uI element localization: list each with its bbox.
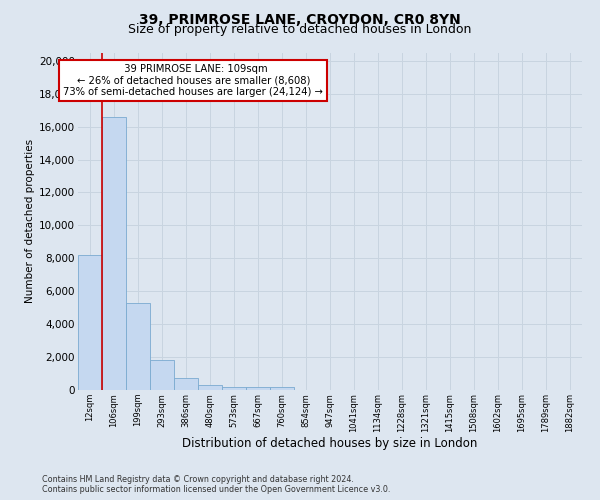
Y-axis label: Number of detached properties: Number of detached properties bbox=[25, 139, 35, 304]
Bar bbox=[270, 388, 294, 390]
Text: Contains HM Land Registry data © Crown copyright and database right 2024.
Contai: Contains HM Land Registry data © Crown c… bbox=[42, 474, 391, 494]
Bar bbox=[198, 384, 222, 390]
Bar bbox=[78, 255, 102, 390]
Bar bbox=[222, 386, 246, 390]
Bar bbox=[150, 360, 174, 390]
Bar bbox=[126, 302, 150, 390]
Bar bbox=[246, 387, 270, 390]
Text: 39, PRIMROSE LANE, CROYDON, CR0 8YN: 39, PRIMROSE LANE, CROYDON, CR0 8YN bbox=[139, 12, 461, 26]
Bar bbox=[174, 378, 198, 390]
Text: 39 PRIMROSE LANE: 109sqm
← 26% of detached houses are smaller (8,608)
73% of sem: 39 PRIMROSE LANE: 109sqm ← 26% of detach… bbox=[63, 64, 323, 97]
Bar bbox=[102, 116, 126, 390]
Text: Size of property relative to detached houses in London: Size of property relative to detached ho… bbox=[128, 22, 472, 36]
X-axis label: Distribution of detached houses by size in London: Distribution of detached houses by size … bbox=[182, 438, 478, 450]
